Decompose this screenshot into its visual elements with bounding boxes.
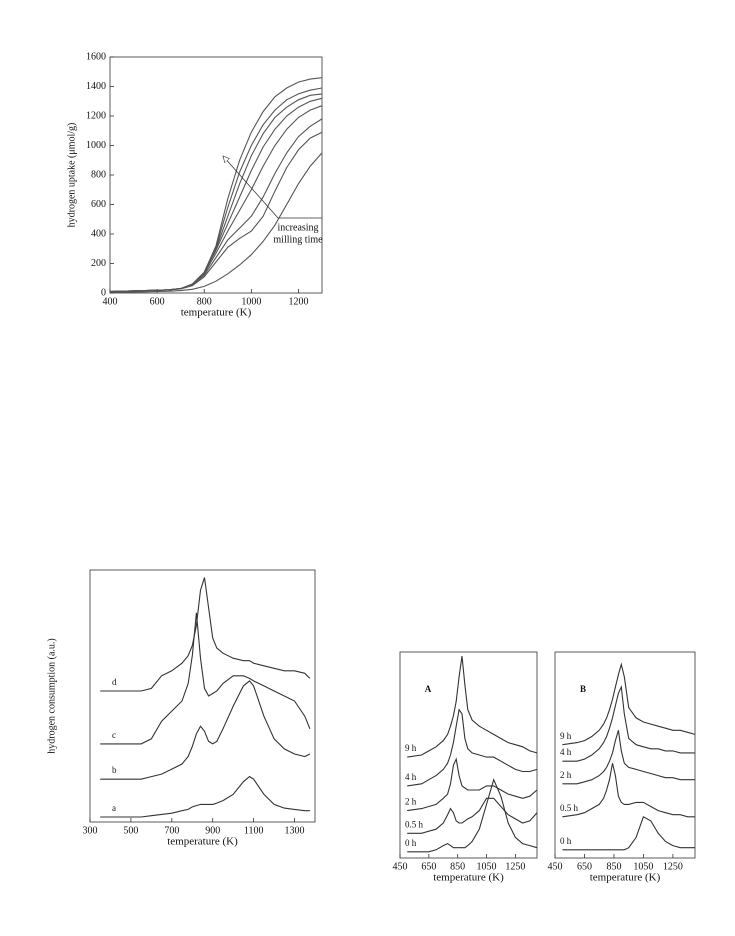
y-tick-label: 1400 xyxy=(86,81,106,92)
curve-label: c xyxy=(112,730,116,740)
plot-frame xyxy=(89,569,316,823)
x-tick-label: 650 xyxy=(577,861,592,872)
annotation: increasing xyxy=(277,222,318,233)
x-tick-label: 700 xyxy=(164,825,179,836)
x-tick-label: 1100 xyxy=(244,825,264,836)
curve xyxy=(562,730,695,785)
y-tick-label: 1200 xyxy=(86,110,106,121)
x-tick-label: 650 xyxy=(421,861,436,872)
curve xyxy=(407,778,538,853)
curve-label: 4 h xyxy=(560,747,572,757)
x-tick-label: 850 xyxy=(606,861,621,872)
x-tick-label: 1300 xyxy=(285,825,305,836)
x-axis-label: temperature (K) xyxy=(433,872,504,884)
curve-label: d xyxy=(112,677,117,687)
curve xyxy=(562,816,695,851)
curve-label: 0 h xyxy=(405,838,417,848)
curve-label: b xyxy=(112,765,117,775)
curve-label: 2 h xyxy=(560,770,572,780)
x-axis-label: temperature (K) xyxy=(181,307,252,319)
curve-label: a xyxy=(112,803,116,813)
x-tick-label: 800 xyxy=(197,296,212,307)
x-tick-label: 1200 xyxy=(288,296,308,307)
x-tick-label: 450 xyxy=(393,861,408,872)
curve-label: 9 h xyxy=(560,731,572,741)
x-axis-label: temperature (K) xyxy=(590,872,661,884)
curve xyxy=(407,708,538,787)
curve xyxy=(562,763,695,818)
x-tick-label: 300 xyxy=(83,825,98,836)
curve xyxy=(109,118,323,293)
curve-label: 0.5 h xyxy=(405,819,424,829)
y-tick-label: 1000 xyxy=(86,140,106,151)
x-tick-label: 1250 xyxy=(505,861,525,872)
curve xyxy=(407,797,538,834)
curve xyxy=(407,656,538,758)
y-tick-label: 800 xyxy=(91,169,106,180)
x-tick-label: 400 xyxy=(103,296,118,307)
x-tick-label: 600 xyxy=(150,296,165,307)
curve xyxy=(109,152,323,293)
curve xyxy=(407,757,538,812)
curve-label: 0 h xyxy=(560,836,572,846)
x-axis-label: temperature (K) xyxy=(167,836,238,848)
plot-frame xyxy=(554,651,696,859)
curve xyxy=(109,131,323,293)
x-tick-label: 450 xyxy=(548,861,563,872)
curve xyxy=(109,87,323,293)
x-tick-label: 1050 xyxy=(633,861,653,872)
annotation-arrow xyxy=(223,156,279,219)
plot-frame xyxy=(399,651,538,859)
x-tick-label: 1250 xyxy=(663,861,683,872)
y-axis-label: hydrogen uptake (μmol/g) xyxy=(66,123,77,228)
y-tick-label: 600 xyxy=(91,199,106,210)
curve-label: 0.5 h xyxy=(560,803,579,813)
curve xyxy=(100,680,311,780)
y-tick-label: 1600 xyxy=(86,51,106,62)
curve xyxy=(100,775,310,818)
curve xyxy=(100,612,311,745)
curve xyxy=(100,577,311,692)
x-tick-label: 1000 xyxy=(241,296,261,307)
x-tick-label: 500 xyxy=(123,825,138,836)
y-axis-label: hydrogen consumption (a.u.) xyxy=(46,638,57,754)
curve xyxy=(109,77,323,293)
y-tick-label: 0 xyxy=(101,287,106,298)
annotation: milling time xyxy=(273,234,323,245)
x-tick-label: 850 xyxy=(450,861,465,872)
panel-title: A xyxy=(425,684,432,694)
x-tick-label: 900 xyxy=(205,825,220,836)
curve xyxy=(562,662,696,746)
curve-label: 9 h xyxy=(405,743,417,753)
curve-label: 4 h xyxy=(405,772,417,782)
y-tick-label: 200 xyxy=(91,258,106,269)
curve-label: 2 h xyxy=(405,797,417,807)
x-tick-label: 1050 xyxy=(477,861,497,872)
curve xyxy=(562,684,695,762)
panel-title: B xyxy=(580,684,586,694)
y-tick-label: 400 xyxy=(91,228,106,239)
